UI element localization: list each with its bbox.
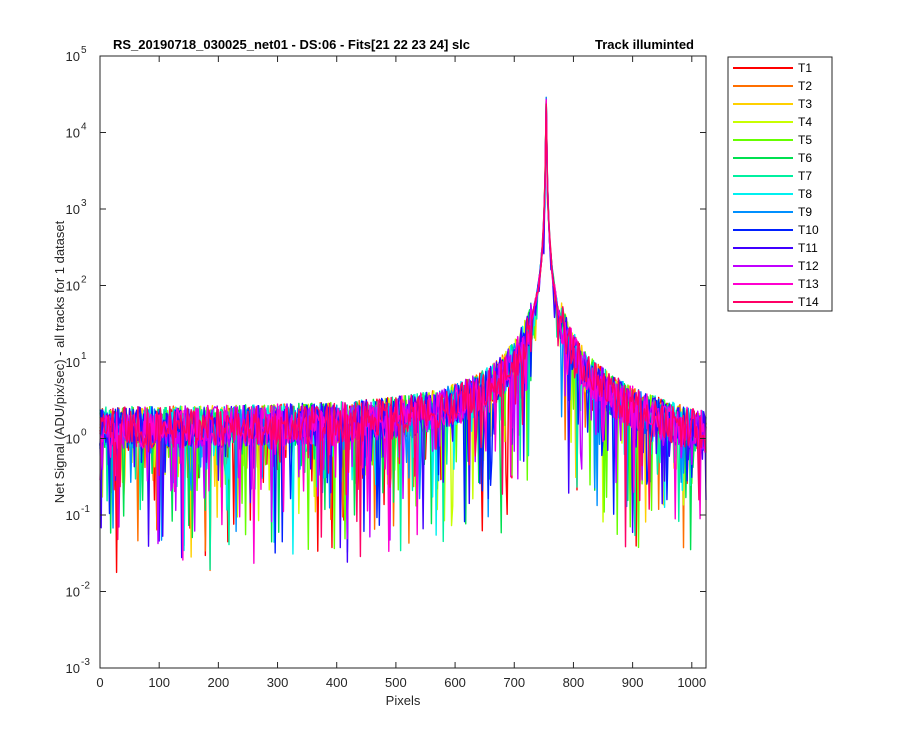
y-tick-base: 10 bbox=[66, 355, 80, 370]
legend-label-t5: T5 bbox=[798, 133, 812, 147]
legend-label-t14: T14 bbox=[798, 295, 819, 309]
y-tick-base: 10 bbox=[66, 49, 80, 64]
y-tick-label: 10 2 bbox=[66, 275, 87, 294]
y-axis-title: Net Signal (ADU/pix/sec) - all tracks fo… bbox=[52, 220, 67, 503]
legend-label-t2: T2 bbox=[798, 79, 812, 93]
plot-title: RS_20190718_030025_net01 - DS:06 - Fits[… bbox=[113, 37, 470, 52]
y-tick-label: 10 3 bbox=[66, 198, 87, 217]
x-tick-label: 700 bbox=[503, 675, 525, 690]
legend-label-t13: T13 bbox=[798, 277, 819, 291]
y-tick-base: 10 bbox=[66, 661, 80, 676]
y-tick-label: 10 -3 bbox=[66, 657, 91, 676]
x-axis-title: Pixels bbox=[386, 693, 421, 708]
legend-label-t10: T10 bbox=[798, 223, 819, 237]
x-tick-label: 400 bbox=[326, 675, 348, 690]
y-tick-exponent: 3 bbox=[81, 198, 87, 209]
y-tick-exponent: 5 bbox=[81, 45, 87, 56]
x-axis: 0 100 200 300 400 500 600 700 800 900 1000 bbox=[96, 56, 706, 690]
legend-label-t11: T11 bbox=[798, 241, 818, 255]
y-tick-exponent: -1 bbox=[81, 504, 90, 515]
legend-label-t12: T12 bbox=[798, 259, 819, 273]
x-tick-label: 900 bbox=[622, 675, 644, 690]
plot-area bbox=[100, 56, 706, 668]
x-tick-label: 300 bbox=[267, 675, 289, 690]
y-tick-base: 10 bbox=[66, 508, 80, 523]
legend-label-t6: T6 bbox=[798, 151, 812, 165]
y-tick-label: 10 4 bbox=[66, 122, 87, 141]
y-tick-exponent: 2 bbox=[81, 275, 87, 286]
legend-box bbox=[727, 56, 833, 312]
series-lines bbox=[99, 96, 707, 574]
y-tick-exponent: -3 bbox=[81, 657, 90, 668]
legend-label-t8: T8 bbox=[798, 187, 812, 201]
y-tick-label: 10 -1 bbox=[66, 504, 91, 523]
y-tick-label: 10 5 bbox=[66, 45, 87, 64]
y-tick-base: 10 bbox=[66, 126, 80, 141]
legend-label-t1: T1 bbox=[798, 61, 812, 75]
plot-subtitle: Track illuminted bbox=[595, 37, 694, 52]
y-tick-label: 10 1 bbox=[66, 351, 87, 370]
x-tick-label: 100 bbox=[148, 675, 170, 690]
y-tick-base: 10 bbox=[66, 432, 80, 447]
x-tick-label: 0 bbox=[96, 675, 103, 690]
legend-label-t9: T9 bbox=[798, 205, 812, 219]
y-tick-label: 10 -2 bbox=[66, 581, 91, 600]
y-tick-exponent: 4 bbox=[81, 122, 87, 133]
series-line-t14 bbox=[99, 103, 707, 558]
legend: T1 T2 T3 T4 T5 T6 T7 T8 T9 T10 T11 T12 T13 T14 bbox=[727, 56, 833, 312]
y-tick-label: 10 0 bbox=[66, 428, 87, 447]
legend-label-t3: T3 bbox=[798, 97, 812, 111]
x-tick-label: 200 bbox=[208, 675, 230, 690]
x-tick-label: 500 bbox=[385, 675, 407, 690]
y-tick-base: 10 bbox=[66, 202, 80, 217]
y-tick-base: 10 bbox=[66, 585, 80, 600]
x-tick-label: 800 bbox=[563, 675, 585, 690]
x-tick-label: 600 bbox=[444, 675, 466, 690]
legend-label-t7: T7 bbox=[798, 169, 812, 183]
x-tick-label: 1000 bbox=[677, 675, 706, 690]
y-tick-exponent: -2 bbox=[81, 581, 90, 592]
legend-label-t4: T4 bbox=[798, 115, 812, 129]
y-tick-exponent: 0 bbox=[81, 428, 87, 439]
y-tick-exponent: 1 bbox=[81, 351, 87, 362]
y-tick-base: 10 bbox=[66, 279, 80, 294]
